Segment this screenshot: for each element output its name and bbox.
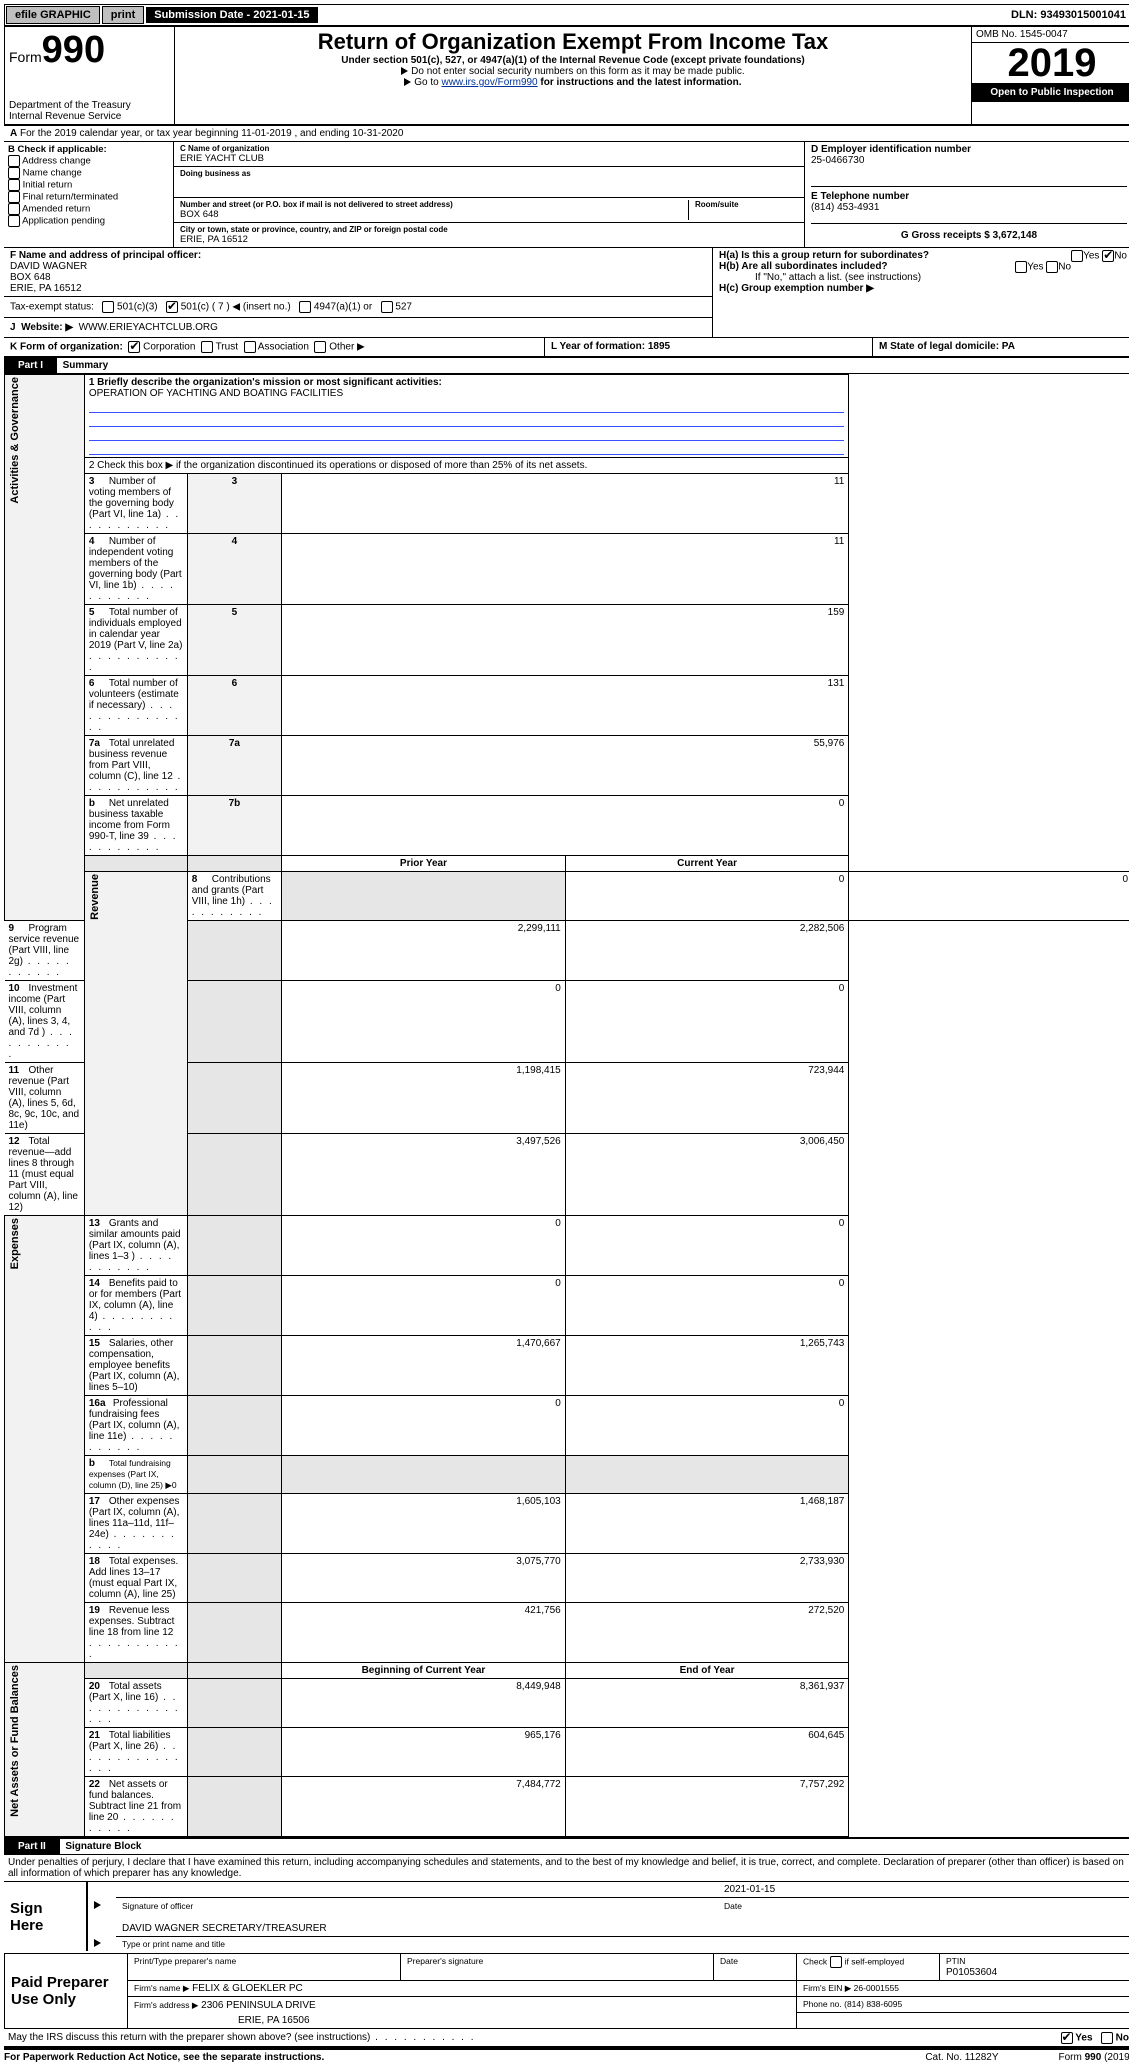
checkbox-corp[interactable] <box>128 341 140 353</box>
form-number: Form990 <box>9 29 170 72</box>
footer-bar: For Paperwork Reduction Act Notice, see … <box>4 2048 1129 2063</box>
block-city: City or town, state or province, country… <box>174 223 804 247</box>
block-j-website: J Website: ▶ WWW.ERIEYACHTCLUB.ORG <box>4 318 712 337</box>
side-activities-governance: Activities & Governance <box>9 377 21 504</box>
line-3: 3Number of voting members of the governi… <box>5 474 1129 534</box>
checkbox-discuss-yes[interactable] <box>1061 2032 1073 2044</box>
line-17: 17Other expenses (Part IX, column (A), l… <box>5 1494 1129 1554</box>
checkbox-4947a1[interactable] <box>299 301 311 313</box>
line-a-tax-year: A For the 2019 calendar year, or tax yea… <box>4 126 1129 142</box>
line-18: 18Total expenses. Add lines 13–17 (must … <box>5 1554 1129 1603</box>
checkbox-hb-no[interactable] <box>1046 261 1058 273</box>
efile-topbar: efile GRAPHIC print Submission Date - 20… <box>4 4 1129 26</box>
dept-treasury: Department of the Treasury <box>9 100 170 111</box>
checkbox-hb-yes[interactable] <box>1015 261 1027 273</box>
form-subtitle: Under section 501(c), 527, or 4947(a)(1)… <box>179 55 967 66</box>
line-21: 21Total liabilities (Part X, line 26)965… <box>5 1728 1129 1777</box>
goto-note: Go to www.irs.gov/Form990 for instructio… <box>179 77 967 88</box>
block-f-officer: F Name and address of principal officer:… <box>4 248 712 297</box>
block-c-name: C Name of organization ERIE YACHT CLUB <box>174 142 804 167</box>
checkbox-self-employed[interactable] <box>830 1956 842 1968</box>
open-public-inspection: Open to Public Inspection <box>972 83 1129 102</box>
form-header: Form990 Department of the Treasury Inter… <box>4 26 1129 126</box>
line-7b: bNet unrelated business taxable income f… <box>5 796 1129 856</box>
dln-number: DLN: 93493015001041 <box>1005 7 1129 23</box>
form990-link[interactable]: www.irs.gov/Form990 <box>441 77 537 88</box>
line-4: 4Number of independent voting members of… <box>5 534 1129 605</box>
part-ii-header: Part II Signature Block <box>4 1837 1129 1855</box>
block-b-checkboxes: B Check if applicable: Address change Na… <box>4 142 174 248</box>
sign-here-block: Sign Here 2021-01-15 Signature of office… <box>4 1882 1129 1951</box>
checkbox-application-pending[interactable] <box>8 215 20 227</box>
checkbox-ha-yes[interactable] <box>1071 250 1083 262</box>
header-prior-current: Prior YearCurrent Year <box>5 856 1129 872</box>
checkbox-final-return[interactable] <box>8 191 20 203</box>
arrow-icon <box>94 1939 101 1947</box>
ssn-note: Do not enter social security numbers on … <box>179 66 967 77</box>
line-19: 19Revenue less expenses. Subtract line 1… <box>5 1603 1129 1663</box>
line-2-discontinued: 2 Check this box ▶ if the organization d… <box>84 458 849 474</box>
tax-exempt-status: Tax-exempt status: 501(c)(3) 501(c) ( 7 … <box>4 297 712 318</box>
irs-discuss-row: May the IRS discuss this return with the… <box>4 2029 1129 2048</box>
paid-preparer-block: Paid Preparer Use Only Print/Type prepar… <box>4 1953 1129 2029</box>
block-address-row: Number and street (or P.O. box if mail i… <box>174 198 804 223</box>
checkbox-name-change[interactable] <box>8 167 20 179</box>
form-footer: Form 990 (2019) <box>1059 2052 1129 2063</box>
checkbox-association[interactable] <box>244 341 256 353</box>
line-15: 15Salaries, other compensation, employee… <box>5 1336 1129 1396</box>
checkbox-501c[interactable] <box>166 301 178 313</box>
form-title: Return of Organization Exempt From Incom… <box>179 29 967 55</box>
block-d-ein: D Employer identification number 25-0466… <box>811 144 1127 187</box>
block-dba: Doing business as <box>174 167 804 198</box>
sign-here-label: Sign Here <box>4 1882 87 1951</box>
checkbox-trust[interactable] <box>201 341 213 353</box>
arrow-icon <box>94 1901 101 1909</box>
line-16b: bTotal fundraising expenses (Part IX, co… <box>5 1456 1129 1494</box>
header-block-bcdeg: B Check if applicable: Address change Na… <box>4 142 1129 248</box>
perjury-statement: Under penalties of perjury, I declare th… <box>4 1855 1129 1882</box>
line-5: 5Total number of individuals employed in… <box>5 605 1129 676</box>
checkbox-527[interactable] <box>381 301 393 313</box>
checkbox-ha-no[interactable] <box>1102 250 1114 262</box>
line-klm: K Form of organization: Corporation Trus… <box>4 338 1129 358</box>
paid-preparer-label: Paid Preparer Use Only <box>5 1954 128 2029</box>
tax-year: 2019 <box>972 43 1129 83</box>
efile-graphic-button[interactable]: efile GRAPHIC <box>6 6 100 24</box>
line-20: 20Total assets (Part X, line 16)8,449,94… <box>5 1679 1129 1728</box>
block-fh: F Name and address of principal officer:… <box>4 248 1129 338</box>
side-revenue: Revenue <box>89 874 101 920</box>
part-i-table: Activities & Governance 1 Briefly descri… <box>4 374 1129 1837</box>
checkbox-initial-return[interactable] <box>8 179 20 191</box>
side-net-assets: Net Assets or Fund Balances <box>9 1665 21 1817</box>
submission-date: Submission Date - 2021-01-15 <box>146 7 317 23</box>
checkbox-address-change[interactable] <box>8 155 20 167</box>
print-button[interactable]: print <box>102 6 144 24</box>
side-expenses: Expenses <box>9 1218 21 1269</box>
block-h: H(a) Is this a group return for subordin… <box>713 248 1129 337</box>
line-14: 14Benefits paid to or for members (Part … <box>5 1276 1129 1336</box>
line-7a: 7aTotal unrelated business revenue from … <box>5 736 1129 796</box>
block-e-phone: E Telephone number (814) 453-4931 <box>811 187 1127 224</box>
checkbox-discuss-no[interactable] <box>1101 2032 1113 2044</box>
irs-label: Internal Revenue Service <box>9 111 170 122</box>
checkbox-501c3[interactable] <box>102 301 114 313</box>
block-g-gross-receipts: G Gross receipts $ 3,672,148 <box>811 224 1127 241</box>
checkbox-other[interactable] <box>314 341 326 353</box>
line-22: 22Net assets or fund balances. Subtract … <box>5 1777 1129 1837</box>
part-i-header: Part I Summary <box>4 358 1129 374</box>
line-6: 6Total number of volunteers (estimate if… <box>5 676 1129 736</box>
checkbox-amended-return[interactable] <box>8 203 20 215</box>
line-16a: 16aProfessional fundraising fees (Part I… <box>5 1396 1129 1456</box>
